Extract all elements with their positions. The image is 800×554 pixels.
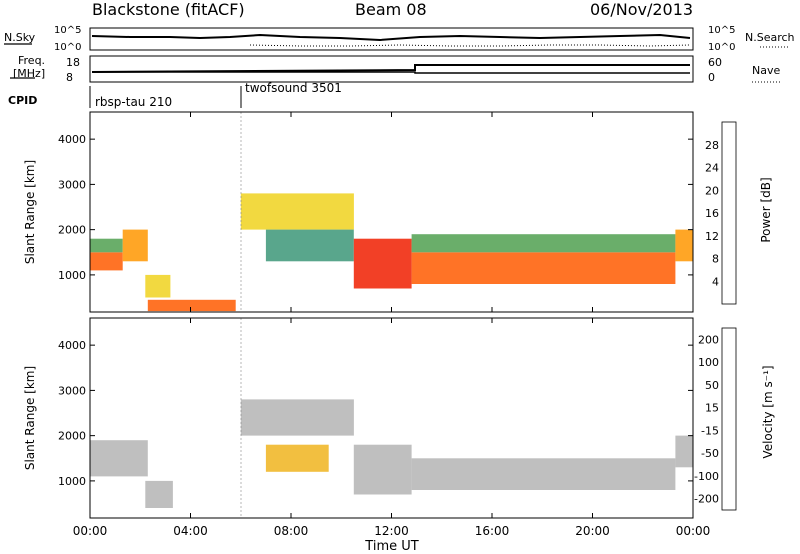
nsky-tick-bottom: 10^0 [54, 42, 81, 53]
velocity-xtick-label-6: 00:00 [676, 524, 711, 538]
velocity-xaxis: 00:00 04:00 08:00 12:00 16:00 20:00 00:00 [73, 318, 711, 538]
nsearch-label: N.Search [745, 31, 795, 44]
power-panel: 1000 2000 3000 4000 Slant Range [km] 4 8 12 16… [23, 111, 773, 313]
velocity-band-3 [265, 444, 329, 472]
velocity-colorbar-tick-1: 100 [698, 356, 719, 369]
power-ytick-label-0: 1000 [58, 269, 86, 282]
beam-label: Beam 08 [355, 0, 427, 19]
cpid-row: CPID rbsp-tau 210 twofsound 3501 [8, 81, 342, 109]
freq-tick-top: 18 [66, 56, 80, 69]
power-colorbar-tick-5: 24 [705, 162, 719, 175]
power-band-3 [145, 274, 171, 298]
cpid-label: CPID [8, 94, 37, 107]
velocity-xtick-label-4: 16:00 [475, 524, 510, 538]
date-label: 06/Nov/2013 [590, 0, 693, 19]
power-colorbar-tick-4: 20 [705, 184, 719, 197]
power-band-10 [675, 229, 693, 262]
velocity-xtick-label-1: 04:00 [173, 524, 208, 538]
power-xaxis-ticks [89, 112, 694, 312]
power-band-7 [353, 238, 412, 289]
nsky-tick-top: 10^5 [54, 25, 81, 36]
velocity-ylabel: Slant Range [km] [23, 366, 37, 470]
nave-tick-top: 60 [708, 56, 722, 69]
velocity-yaxis: 1000 2000 3000 4000 [58, 339, 693, 488]
velocity-xtick-label-3: 12:00 [374, 524, 409, 538]
power-band-5 [240, 193, 354, 230]
velocity-colorbar-tick-2: 50 [705, 379, 719, 392]
power-colorbar-tick-6: 28 [705, 139, 719, 152]
velocity-colorbar-tick-7: -200 [694, 493, 719, 506]
power-band-2 [122, 229, 148, 262]
power-band-9 [411, 234, 676, 253]
power-ytick-label-3: 4000 [58, 133, 86, 146]
cpid-program-1: rbsp-tau 210 [95, 95, 172, 109]
freq-panel: Freq. [MHz] 18 8 60 0 Nave [10, 54, 780, 84]
power-band-6 [265, 229, 354, 262]
power-colorbar-tick-3: 16 [705, 207, 719, 220]
velocity-ytick-label-2: 3000 [58, 384, 86, 397]
velocity-colorbar-tick-5: -50 [701, 447, 719, 460]
velocity-colorbar-label: Velocity [m s⁻¹] [761, 365, 775, 458]
power-band-1 [90, 238, 123, 253]
power-colorbar: 4 8 12 16 20 24 28 [705, 121, 737, 305]
power-yaxis: 1000 2000 3000 4000 [58, 133, 693, 282]
velocity-ytick-label-0: 1000 [58, 475, 86, 488]
velocity-bands [90, 399, 693, 508]
nsearch-trace [249, 44, 691, 47]
cpid-program-2: twofsound 3501 [245, 81, 342, 95]
velocity-ytick-label-1: 2000 [58, 430, 86, 443]
power-ylabel: Slant Range [km] [23, 160, 37, 264]
velocity-band-5 [411, 458, 676, 490]
velocity-band-2 [240, 399, 354, 436]
power-colorbar-label: Power [dB] [759, 177, 773, 242]
power-band-0 [90, 252, 123, 271]
velocity-band-6 [675, 435, 693, 468]
power-ytick-label-1: 2000 [58, 224, 86, 237]
nave-trace [92, 71, 690, 74]
noise-panel: N.Sky 10^5 10^0 10^5 10^0 N.Search [4, 25, 795, 53]
power-colorbar-frame [721, 121, 737, 305]
nave-tick-bottom: 0 [708, 71, 715, 84]
nsky-trace [91, 33, 691, 42]
velocity-xtick-label-0: 00:00 [73, 524, 108, 538]
power-ytick-label-2: 3000 [58, 178, 86, 191]
nsky-label: N.Sky [4, 31, 36, 44]
freq-label-1: Freq. [18, 54, 45, 67]
power-bands [90, 193, 693, 312]
velocity-band-4 [353, 444, 412, 495]
nave-label: Nave [752, 64, 780, 77]
freq-trace [91, 64, 690, 73]
velocity-band-0 [90, 440, 148, 477]
velocity-colorbar-tick-0: 200 [698, 333, 719, 346]
velocity-colorbar: 200 100 50 15 -15 -50 -100 -200 [694, 327, 737, 511]
velocity-colorbar-frame [721, 327, 737, 511]
velocity-xtick-label-5: 20:00 [575, 524, 610, 538]
velocity-band-1 [145, 480, 173, 508]
power-colorbar-tick-1: 8 [712, 253, 719, 266]
nsearch-tick-top: 10^5 [708, 25, 735, 36]
power-band-4 [147, 299, 236, 312]
power-colorbar-tick-0: 4 [712, 275, 719, 288]
velocity-panel: 1000 2000 3000 4000 00:00 04:00 08:00 12:00 16:… [23, 317, 775, 554]
nsearch-tick-bottom: 10^0 [708, 42, 735, 53]
velocity-colorbar-tick-4: -15 [701, 424, 719, 437]
velocity-ytick-label-3: 4000 [58, 339, 86, 352]
velocity-colorbar-tick-3: 15 [705, 402, 719, 415]
velocity-xlabel: Time UT [364, 539, 418, 554]
power-band-8 [411, 252, 676, 284]
site-title: Blackstone (fitACF) [92, 0, 245, 19]
freq-tick-bottom: 8 [66, 71, 73, 84]
velocity-xtick-label-2: 08:00 [274, 524, 309, 538]
freq-label-2: [MHz] [13, 67, 45, 80]
power-colorbar-tick-2: 12 [705, 230, 719, 243]
velocity-colorbar-tick-6: -100 [694, 470, 719, 483]
